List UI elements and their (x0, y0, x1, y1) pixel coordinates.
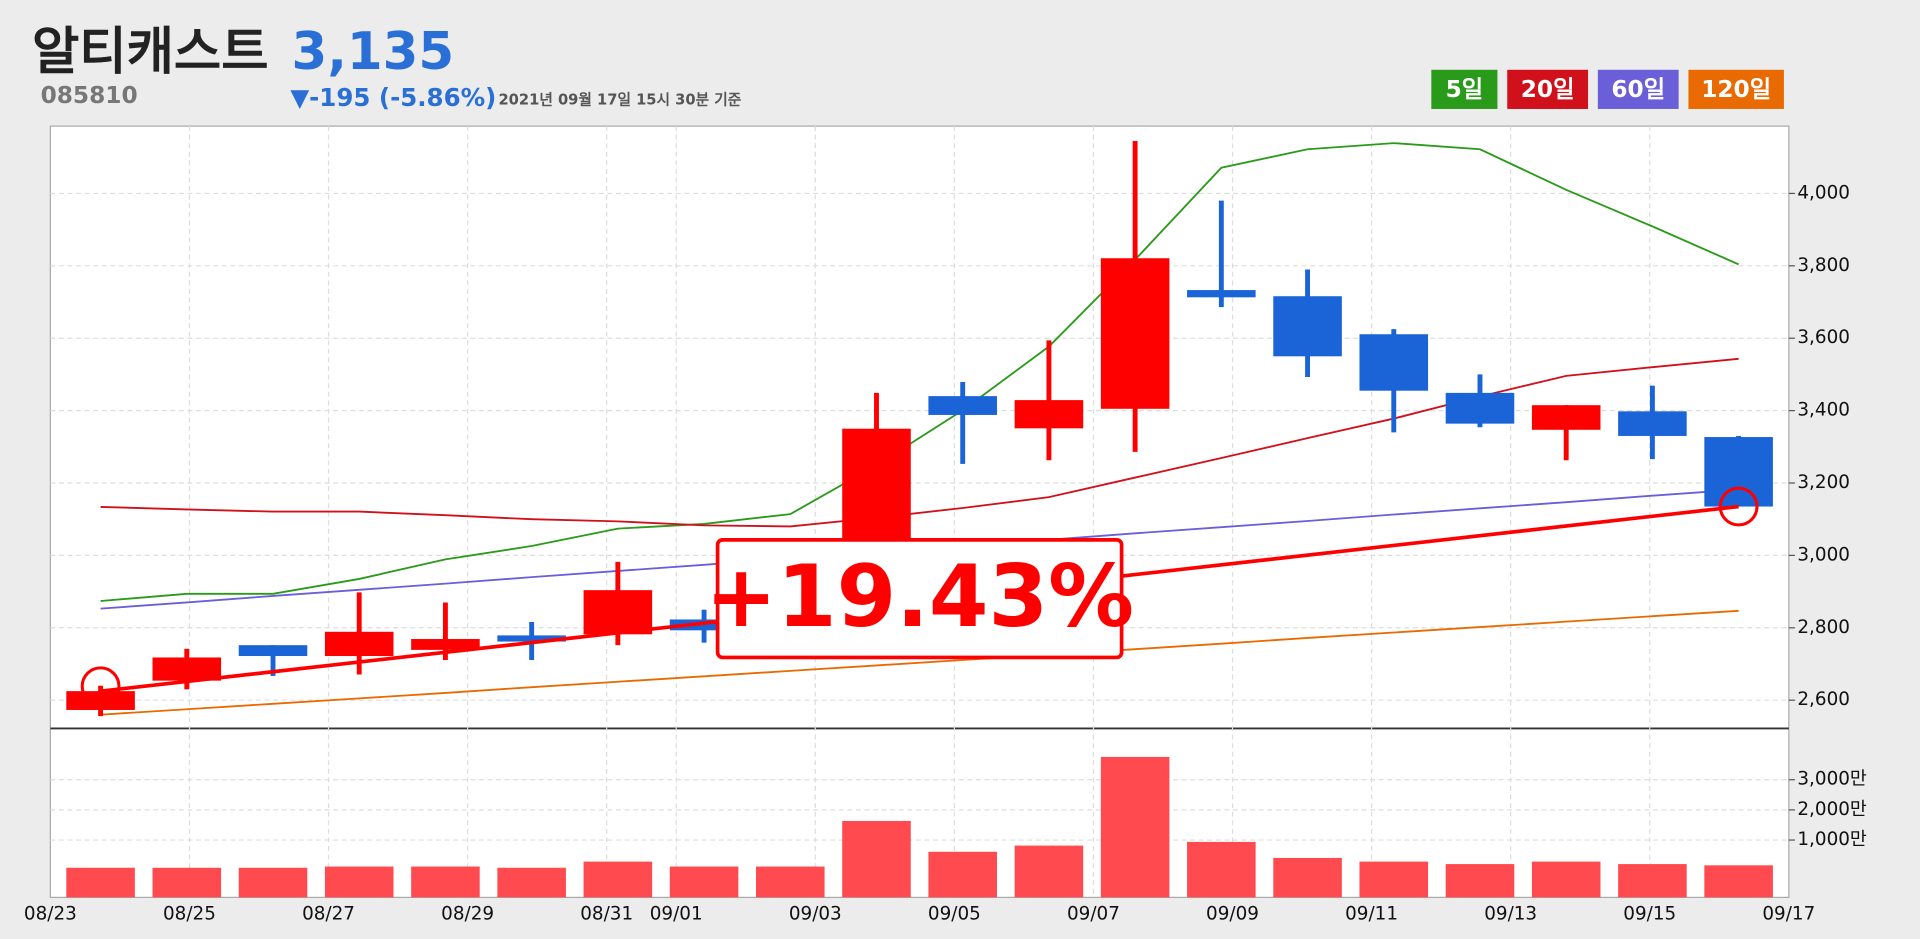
volume-bar (1704, 865, 1773, 898)
stock-code: 085810 (41, 82, 138, 109)
volume-bar (756, 866, 825, 898)
candle-body (583, 590, 653, 635)
x-tick-label: 09/05 (928, 904, 981, 925)
x-tick-label: 09/03 (789, 904, 842, 925)
volume-bar (497, 867, 566, 898)
legend-box[interactable] (1507, 69, 1589, 109)
x-tick-label: 08/29 (441, 904, 494, 925)
timestamp: 2021년 09월 17일 15시 30분 기준 (498, 91, 741, 108)
candle-body (1014, 400, 1084, 429)
x-tick-label: 08/23 (24, 904, 77, 925)
legend-button[interactable]: 60일 (1597, 69, 1679, 109)
candle-body (1445, 392, 1515, 424)
candle-body (411, 639, 480, 650)
x-tick-label: 09/13 (1484, 904, 1537, 925)
y-tick-label: 3,400 (1797, 400, 1850, 421)
legend-label[interactable]: 60일 (1611, 76, 1665, 103)
moving-average-line (100, 142, 1739, 602)
x-tick-label: 08/25 (163, 904, 216, 925)
y-tick-label: 3,800 (1797, 255, 1850, 276)
y-tick-label: 1,000만 (1797, 829, 1867, 850)
y-tick-label: 3,000만 (1797, 769, 1867, 790)
volume-bar (1531, 861, 1601, 898)
candle-body (1618, 411, 1687, 436)
candle-body (1100, 258, 1170, 409)
y-tick-label: 4,000 (1797, 182, 1850, 203)
x-tick-label: 09/01 (650, 904, 703, 925)
volume-bar (324, 866, 394, 898)
candle-body (1187, 290, 1256, 298)
x-tick-label: 08/31 (580, 904, 633, 925)
volume-bar (583, 861, 653, 898)
candle-body (152, 657, 222, 681)
y-tick-label: 2,000만 (1797, 799, 1867, 820)
legend-box[interactable] (1597, 69, 1679, 109)
candle-body (497, 635, 566, 642)
candle-body (1273, 296, 1342, 357)
trend-marker (1718, 486, 1759, 527)
legend-label[interactable]: 5일 (1446, 76, 1484, 103)
candle-body (324, 631, 394, 657)
volume-bar (66, 867, 135, 898)
volume-bar (1273, 857, 1342, 898)
legend-button[interactable]: 5일 (1431, 69, 1498, 109)
stock-price: 3,135 (292, 22, 455, 82)
price-change: ▼-195 (-5.86%) (290, 83, 496, 112)
volume-bar (238, 867, 308, 898)
volume-bar (1445, 864, 1515, 898)
candle-body (928, 396, 997, 415)
legend-button[interactable]: 120일 (1688, 69, 1784, 109)
y-tick-label: 3,200 (1797, 472, 1850, 493)
trend-marker (80, 666, 121, 707)
x-tick-label: 09/07 (1067, 904, 1120, 925)
legend-box[interactable] (1688, 69, 1784, 109)
x-tick-label: 09/11 (1345, 904, 1398, 925)
volume-bar (669, 866, 739, 898)
candle-body (238, 645, 308, 657)
candle-body (1704, 437, 1773, 507)
y-tick-label: 2,800 (1797, 617, 1850, 638)
stock-name: 알티캐스트 (32, 22, 268, 82)
legend-button[interactable]: 20일 (1507, 69, 1589, 109)
x-tick-label: 08/27 (302, 904, 355, 925)
x-tick-label: 09/09 (1206, 904, 1259, 925)
y-tick-label: 3,000 (1797, 544, 1850, 565)
annotation-text: +19.43% (705, 547, 1134, 647)
candle-body (1359, 334, 1429, 391)
volume-bar (1014, 845, 1084, 898)
volume-bar (842, 820, 911, 898)
x-tick-label: 09/15 (1623, 904, 1676, 925)
moving-average-line (100, 609, 1739, 716)
volume-bar (152, 867, 222, 898)
candle-body (1531, 405, 1601, 430)
y-tick-label: 3,600 (1797, 327, 1850, 348)
legend-box[interactable] (1431, 69, 1498, 109)
legend-label[interactable]: 20일 (1521, 76, 1575, 103)
annotation-box (715, 538, 1124, 660)
y-tick-label: 2,600 (1797, 689, 1850, 710)
legend-label[interactable]: 120일 (1701, 76, 1771, 103)
volume-bar (1618, 864, 1687, 898)
volume-bar (411, 866, 480, 898)
volume-bar (1100, 756, 1170, 898)
x-tick-label: 09/17 (1762, 904, 1815, 925)
volume-bar (1187, 841, 1256, 898)
candle-body (66, 691, 135, 710)
volume-bar (928, 851, 997, 898)
volume-bar (1359, 861, 1429, 898)
